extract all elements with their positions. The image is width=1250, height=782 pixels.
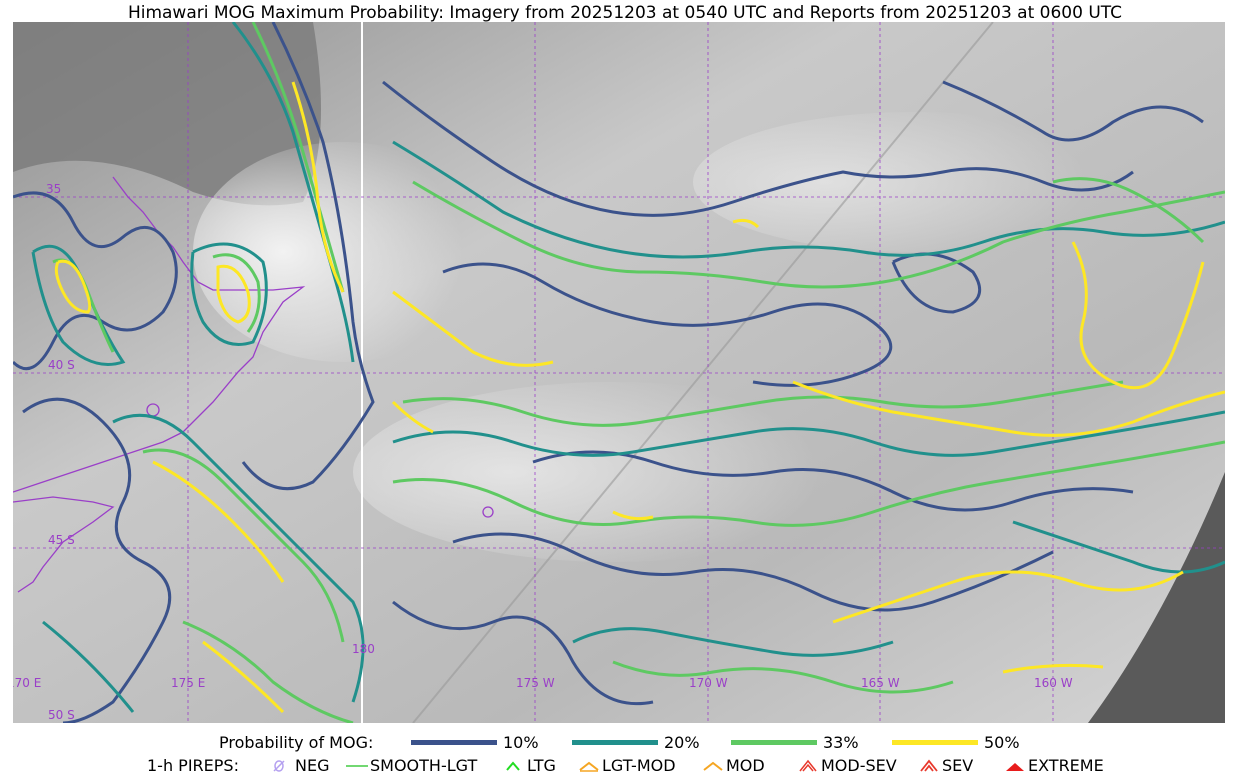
sev-icon bbox=[920, 759, 938, 772]
lon-label-170w: 170 W bbox=[689, 676, 728, 690]
pirep-legend-label: 1-h PIREPS: bbox=[147, 756, 239, 775]
pirep-label-neg: NEG bbox=[295, 756, 330, 775]
imagery-dark-region bbox=[13, 22, 321, 206]
lat-label-40s: 40 S bbox=[48, 358, 75, 372]
orbit-track bbox=[412, 22, 994, 723]
map-title: Himawari MOG Maximum Probability: Imager… bbox=[127, 3, 1123, 23]
pirep-item-smooth-lgt: SMOOTH-LGT bbox=[346, 756, 477, 775]
pirep-item-sev: SEV bbox=[918, 756, 973, 775]
graticule bbox=[13, 22, 1225, 723]
no-data-region bbox=[1088, 472, 1225, 723]
legend-swatch-10pct bbox=[411, 740, 497, 745]
legend-item-50pct: 50% bbox=[892, 733, 1020, 752]
imagery-cloud-band bbox=[353, 382, 873, 562]
lat-label-50s: 50 S bbox=[48, 708, 75, 722]
pirep-label-smooth-lgt: SMOOTH-LGT bbox=[370, 756, 478, 775]
pirep-item-neg: NEG bbox=[271, 756, 329, 775]
extreme-icon bbox=[1006, 762, 1024, 771]
lon-label-165w: 165 W bbox=[861, 676, 900, 690]
pirep-label-sev: SEV bbox=[942, 756, 974, 775]
legend-item-33pct: 33% bbox=[731, 733, 859, 752]
mod-icon bbox=[703, 761, 723, 771]
lat-label-45s: 45 S bbox=[48, 533, 75, 547]
lon-label-180: 180 bbox=[352, 642, 375, 656]
pirep-item-ltg: LTG bbox=[503, 756, 556, 775]
legend-swatch-50pct bbox=[892, 740, 978, 745]
probability-legend-label: Probability of MOG: bbox=[219, 733, 374, 752]
contour-50pct bbox=[54, 81, 1225, 714]
pirep-label-mod: MOD bbox=[726, 756, 765, 775]
map-canvas bbox=[13, 22, 1225, 723]
neg-icon bbox=[273, 759, 285, 772]
lon-label-160w: 160 W bbox=[1034, 676, 1073, 690]
legend-item-20pct: 20% bbox=[572, 733, 700, 752]
ltg-icon bbox=[506, 760, 520, 771]
contour-20pct bbox=[31, 22, 1225, 713]
pirep-item-mod-sev: MOD-SEV bbox=[797, 756, 897, 775]
pirep-item-lgt-mod: LGT-MOD bbox=[578, 756, 676, 775]
legend-label-20pct: 20% bbox=[664, 733, 700, 752]
mod-sev-icon bbox=[799, 759, 817, 771]
legend-label-10pct: 10% bbox=[503, 733, 539, 752]
pirep-item-mod: MOD bbox=[702, 756, 765, 775]
lat-label-35: 35 bbox=[46, 182, 62, 196]
smooth-lgt-icon bbox=[346, 764, 368, 767]
legend-swatch-20pct bbox=[572, 740, 658, 745]
pirep-label-mod-sev: MOD-SEV bbox=[821, 756, 897, 775]
pirep-label-lgt-mod: LGT-MOD bbox=[602, 756, 676, 775]
pirep-label-extreme: EXTREME bbox=[1028, 756, 1104, 775]
legend-item-10pct: 10% bbox=[411, 733, 539, 752]
lon-label-175e: 175 E bbox=[171, 676, 206, 690]
lon-label-170e: 170 E bbox=[13, 676, 42, 690]
lon-label-175w: 175 W bbox=[516, 676, 555, 690]
imagery-cloud-band bbox=[693, 112, 1133, 252]
lgt-mod-icon bbox=[579, 761, 599, 772]
pirep-item-extreme: EXTREME bbox=[1004, 756, 1104, 775]
satellite-map[interactable]: 35 40 S 45 S 50 S 170 E 175 E 180 175 W … bbox=[13, 22, 1225, 723]
legend-swatch-33pct bbox=[731, 740, 817, 745]
pirep-label-ltg: LTG bbox=[527, 756, 556, 775]
legend-label-33pct: 33% bbox=[823, 733, 859, 752]
legend-label-50pct: 50% bbox=[984, 733, 1020, 752]
